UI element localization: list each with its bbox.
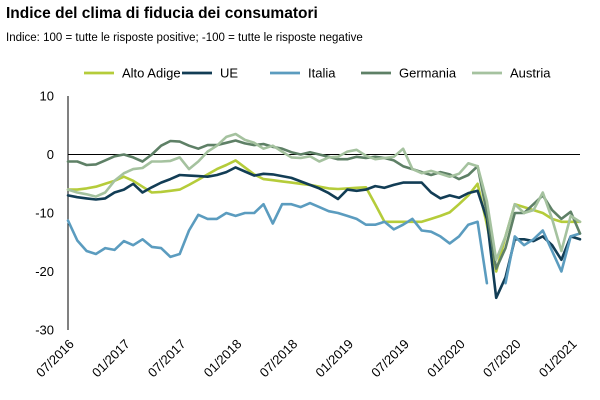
x-tick-label: 07/2019 [368, 336, 412, 380]
x-tick-label: 01/2018 [201, 336, 245, 380]
x-tick-label: 01/2019 [312, 336, 356, 380]
x-tick-label: 01/2021 [536, 336, 580, 380]
x-tick-label: 07/2017 [145, 336, 189, 380]
series-line-austria [66, 132, 582, 262]
x-tick-label: 07/2016 [33, 336, 77, 380]
legend-label: Italia [308, 66, 336, 81]
chart-subtitle: Indice: 100 = tutte le risposte positive… [6, 32, 363, 44]
x-tick-label: 07/2018 [256, 336, 300, 380]
y-tick-label: 10 [40, 89, 54, 104]
series-line-ue [66, 166, 582, 300]
legend-label: Austria [510, 66, 551, 81]
y-axis: 10 0 -10 -20 -30 [35, 89, 69, 338]
series-line-germania [66, 139, 582, 270]
legend: Alto Adige UE Italia Germania Austria [84, 66, 551, 81]
x-axis: 07/2016 01/2017 07/2017 01/2018 07/2018 01/20… [33, 336, 580, 380]
legend-label: Germania [399, 66, 457, 81]
y-tick-label: 0 [47, 147, 54, 162]
legend-label: UE [220, 66, 238, 81]
y-tick-label: -30 [35, 323, 54, 338]
y-tick-label: -20 [35, 264, 54, 279]
legend-label: Alto Adige [122, 66, 181, 81]
series-group [66, 132, 582, 300]
y-tick-label: -10 [35, 206, 54, 221]
series-line-italia [66, 201, 582, 285]
x-tick-label: 01/2020 [424, 336, 468, 380]
x-tick-label: 07/2020 [480, 336, 524, 380]
x-tick-label: 01/2017 [89, 336, 133, 380]
chart-title: Indice del clima di fiducia dei consumat… [6, 5, 318, 22]
